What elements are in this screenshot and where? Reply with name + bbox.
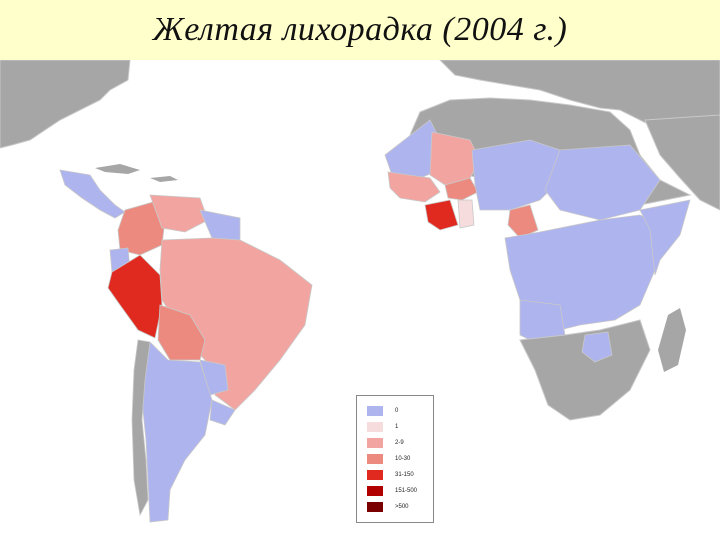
caribbean-land-2 [150, 176, 178, 182]
zimbabwe-blue [581, 331, 613, 363]
legend-item: 31-150 [367, 470, 414, 480]
legend-item: 10-30 [367, 454, 410, 464]
chile-gray [131, 339, 151, 517]
yellow-fever-map [0, 60, 720, 523]
legend-label: 31-150 [395, 472, 414, 478]
legend-label: 10-30 [395, 456, 411, 462]
cote-divoire [424, 199, 459, 231]
arabia-land [644, 114, 720, 211]
north-america-land [0, 60, 131, 149]
legend-item: 151-500 [367, 486, 417, 496]
ghana [457, 199, 475, 229]
venezuela [149, 194, 209, 233]
map-area: 0 1 2-9 10-30 31-150 151-500 >500 [0, 60, 720, 540]
page-title: Желтая лихорадка (2004 г.) [152, 11, 568, 48]
legend-swatch [367, 438, 383, 448]
legend-item: 1 [367, 422, 398, 432]
senegal-guinea [387, 171, 441, 203]
legend-swatch [367, 470, 383, 480]
legend-label: 0 [395, 408, 399, 414]
chile-argentina [141, 341, 213, 523]
legend-swatch [367, 502, 383, 512]
legend-item: >500 [367, 502, 409, 512]
legend-label: 2-9 [395, 440, 404, 446]
madagascar-land [658, 308, 686, 372]
legend-item: 2-9 [367, 438, 404, 448]
niger-nigeria [471, 139, 561, 211]
chad-sudan [544, 144, 661, 221]
legend-label: >500 [395, 504, 409, 510]
legend-swatch [367, 406, 383, 416]
legend-item: 0 [367, 406, 398, 416]
legend-label: 1 [395, 424, 399, 430]
southern-africa [519, 319, 651, 421]
central-america [59, 169, 126, 219]
title-bar: Желтая лихорадка (2004 г.) [0, 0, 720, 60]
guianas [199, 209, 241, 241]
legend-swatch [367, 486, 383, 496]
burkina-faso [444, 177, 479, 201]
uruguay [209, 399, 236, 426]
east-africa [639, 199, 691, 276]
map-legend: 0 1 2-9 10-30 31-150 151-500 >500 [356, 395, 434, 523]
legend-swatch [367, 422, 383, 432]
caribbean-land [95, 164, 140, 174]
legend-label: 151-500 [395, 488, 418, 494]
legend-swatch [367, 454, 383, 464]
peru [107, 254, 163, 339]
